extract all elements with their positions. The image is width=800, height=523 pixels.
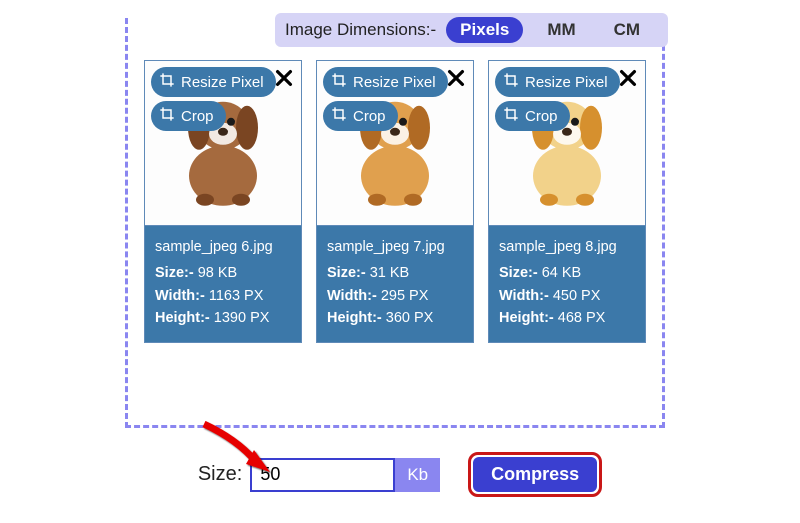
height-row: Height:- 360 PX [327, 307, 463, 329]
remove-image-button[interactable] [617, 67, 639, 89]
crop-button[interactable]: Crop [151, 101, 226, 131]
height-row: Height:- 468 PX [499, 307, 635, 329]
image-info: sample_jpeg 7.jpg Size:- 31 KB Width:- 2… [317, 226, 473, 342]
crop-icon [159, 72, 175, 92]
crop-icon [331, 106, 347, 126]
remove-image-button[interactable] [273, 67, 295, 89]
resize-label: Resize Pixel [353, 74, 436, 91]
size-label: Size: [198, 463, 242, 486]
dimension-bar: Image Dimensions:- Pixels MM CM [275, 13, 668, 47]
crop-icon [159, 106, 175, 126]
compress-button[interactable]: Compress [473, 457, 597, 492]
size-row: Size:- 98 KB [155, 262, 291, 284]
filename: sample_jpeg 8.jpg [499, 236, 635, 258]
dropzone: Resize Pixel Crop sample_jpeg 6.jpg Size:… [125, 18, 665, 428]
image-card: Resize Pixel Crop sample_jpeg 7.jpg Size:… [316, 60, 474, 343]
crop-label: Crop [525, 108, 558, 125]
crop-button[interactable]: Crop [323, 101, 398, 131]
image-info: sample_jpeg 6.jpg Size:- 98 KB Width:- 1… [145, 226, 301, 342]
crop-icon [503, 106, 519, 126]
bottom-controls: Size: Kb Compress [0, 452, 800, 497]
width-row: Width:- 1163 PX [155, 285, 291, 307]
image-card: Resize Pixel Crop sample_jpeg 6.jpg Size:… [144, 60, 302, 343]
resize-pixel-button[interactable]: Resize Pixel [495, 67, 620, 97]
size-row: Size:- 31 KB [327, 262, 463, 284]
thumbnail: Resize Pixel Crop [489, 61, 645, 226]
resize-pixel-button[interactable]: Resize Pixel [323, 67, 448, 97]
filename: sample_jpeg 6.jpg [155, 236, 291, 258]
thumbnail: Resize Pixel Crop [145, 61, 301, 226]
crop-icon [331, 72, 347, 92]
size-input-group: Kb [250, 458, 440, 492]
dimension-option-mm[interactable]: MM [533, 17, 589, 43]
size-input[interactable] [250, 458, 395, 492]
size-row: Size:- 64 KB [499, 262, 635, 284]
dimension-option-cm[interactable]: CM [600, 17, 654, 43]
thumbnail: Resize Pixel Crop [317, 61, 473, 226]
resize-label: Resize Pixel [525, 74, 608, 91]
resize-label: Resize Pixel [181, 74, 264, 91]
card-list: Resize Pixel Crop sample_jpeg 6.jpg Size:… [128, 18, 662, 343]
height-row: Height:- 1390 PX [155, 307, 291, 329]
width-row: Width:- 450 PX [499, 285, 635, 307]
remove-image-button[interactable] [445, 67, 467, 89]
dimension-option-pixels[interactable]: Pixels [446, 17, 523, 43]
crop-icon [503, 72, 519, 92]
dimension-label: Image Dimensions:- [285, 20, 436, 40]
crop-button[interactable]: Crop [495, 101, 570, 131]
filename: sample_jpeg 7.jpg [327, 236, 463, 258]
resize-pixel-button[interactable]: Resize Pixel [151, 67, 276, 97]
image-info: sample_jpeg 8.jpg Size:- 64 KB Width:- 4… [489, 226, 645, 342]
compress-highlight: Compress [468, 452, 602, 497]
crop-label: Crop [353, 108, 386, 125]
image-card: Resize Pixel Crop sample_jpeg 8.jpg Size:… [488, 60, 646, 343]
width-row: Width:- 295 PX [327, 285, 463, 307]
crop-label: Crop [181, 108, 214, 125]
size-unit: Kb [395, 458, 440, 492]
